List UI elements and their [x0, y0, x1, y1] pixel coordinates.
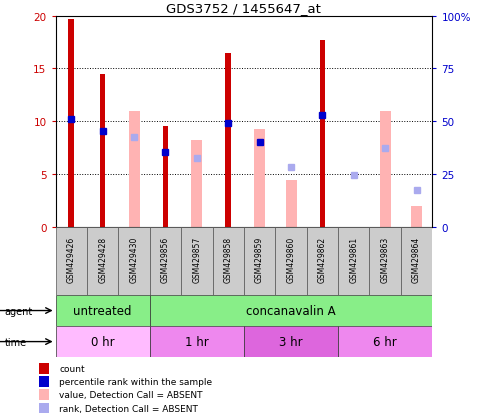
Text: GSM429863: GSM429863: [381, 236, 390, 282]
Bar: [244, 227, 275, 295]
Text: untreated: untreated: [73, 304, 132, 317]
Text: rank, Detection Call = ABSENT: rank, Detection Call = ABSENT: [59, 404, 199, 413]
Bar: [401, 227, 432, 295]
Bar: [87, 227, 118, 295]
Bar: [56, 227, 87, 295]
Text: GSM429426: GSM429426: [67, 236, 76, 282]
Text: GSM429857: GSM429857: [192, 236, 201, 282]
Bar: [150, 326, 244, 357]
Bar: [338, 227, 369, 295]
Bar: [100, 74, 105, 227]
Bar: [285, 181, 297, 227]
Text: GSM429430: GSM429430: [129, 236, 139, 282]
Text: 1 hr: 1 hr: [185, 335, 209, 348]
Text: percentile rank within the sample: percentile rank within the sample: [59, 377, 213, 386]
Bar: [254, 129, 265, 227]
Text: time: time: [5, 337, 27, 347]
Text: 0 hr: 0 hr: [91, 335, 114, 348]
Text: GSM429864: GSM429864: [412, 236, 421, 282]
Text: agent: agent: [5, 306, 33, 316]
Bar: [307, 227, 338, 295]
Bar: [150, 295, 432, 326]
Bar: [40, 376, 49, 387]
Bar: [118, 227, 150, 295]
Bar: [40, 363, 49, 374]
Text: GSM429860: GSM429860: [286, 236, 296, 282]
Text: GSM429428: GSM429428: [98, 236, 107, 282]
Bar: [69, 20, 74, 227]
Bar: [369, 227, 401, 295]
Bar: [275, 227, 307, 295]
Title: GDS3752 / 1455647_at: GDS3752 / 1455647_at: [167, 2, 321, 15]
Bar: [191, 141, 202, 227]
Text: GSM429861: GSM429861: [349, 236, 358, 282]
Text: value, Detection Call = ABSENT: value, Detection Call = ABSENT: [59, 390, 203, 399]
Text: GSM429856: GSM429856: [161, 236, 170, 282]
Text: GSM429859: GSM429859: [255, 236, 264, 282]
Bar: [320, 41, 325, 227]
Bar: [244, 326, 338, 357]
Bar: [338, 326, 432, 357]
Bar: [380, 111, 391, 227]
Text: GSM429858: GSM429858: [224, 236, 233, 282]
Bar: [56, 326, 150, 357]
Bar: [411, 206, 422, 227]
Bar: [40, 403, 49, 413]
Bar: [56, 295, 150, 326]
Bar: [128, 111, 140, 227]
Text: 3 hr: 3 hr: [279, 335, 303, 348]
Bar: [40, 389, 49, 400]
Bar: [181, 227, 213, 295]
Bar: [213, 227, 244, 295]
Text: 6 hr: 6 hr: [373, 335, 397, 348]
Bar: [163, 127, 168, 227]
Bar: [226, 53, 231, 227]
Bar: [150, 227, 181, 295]
Text: GSM429862: GSM429862: [318, 236, 327, 282]
Text: concanavalin A: concanavalin A: [246, 304, 336, 317]
Text: count: count: [59, 364, 85, 373]
